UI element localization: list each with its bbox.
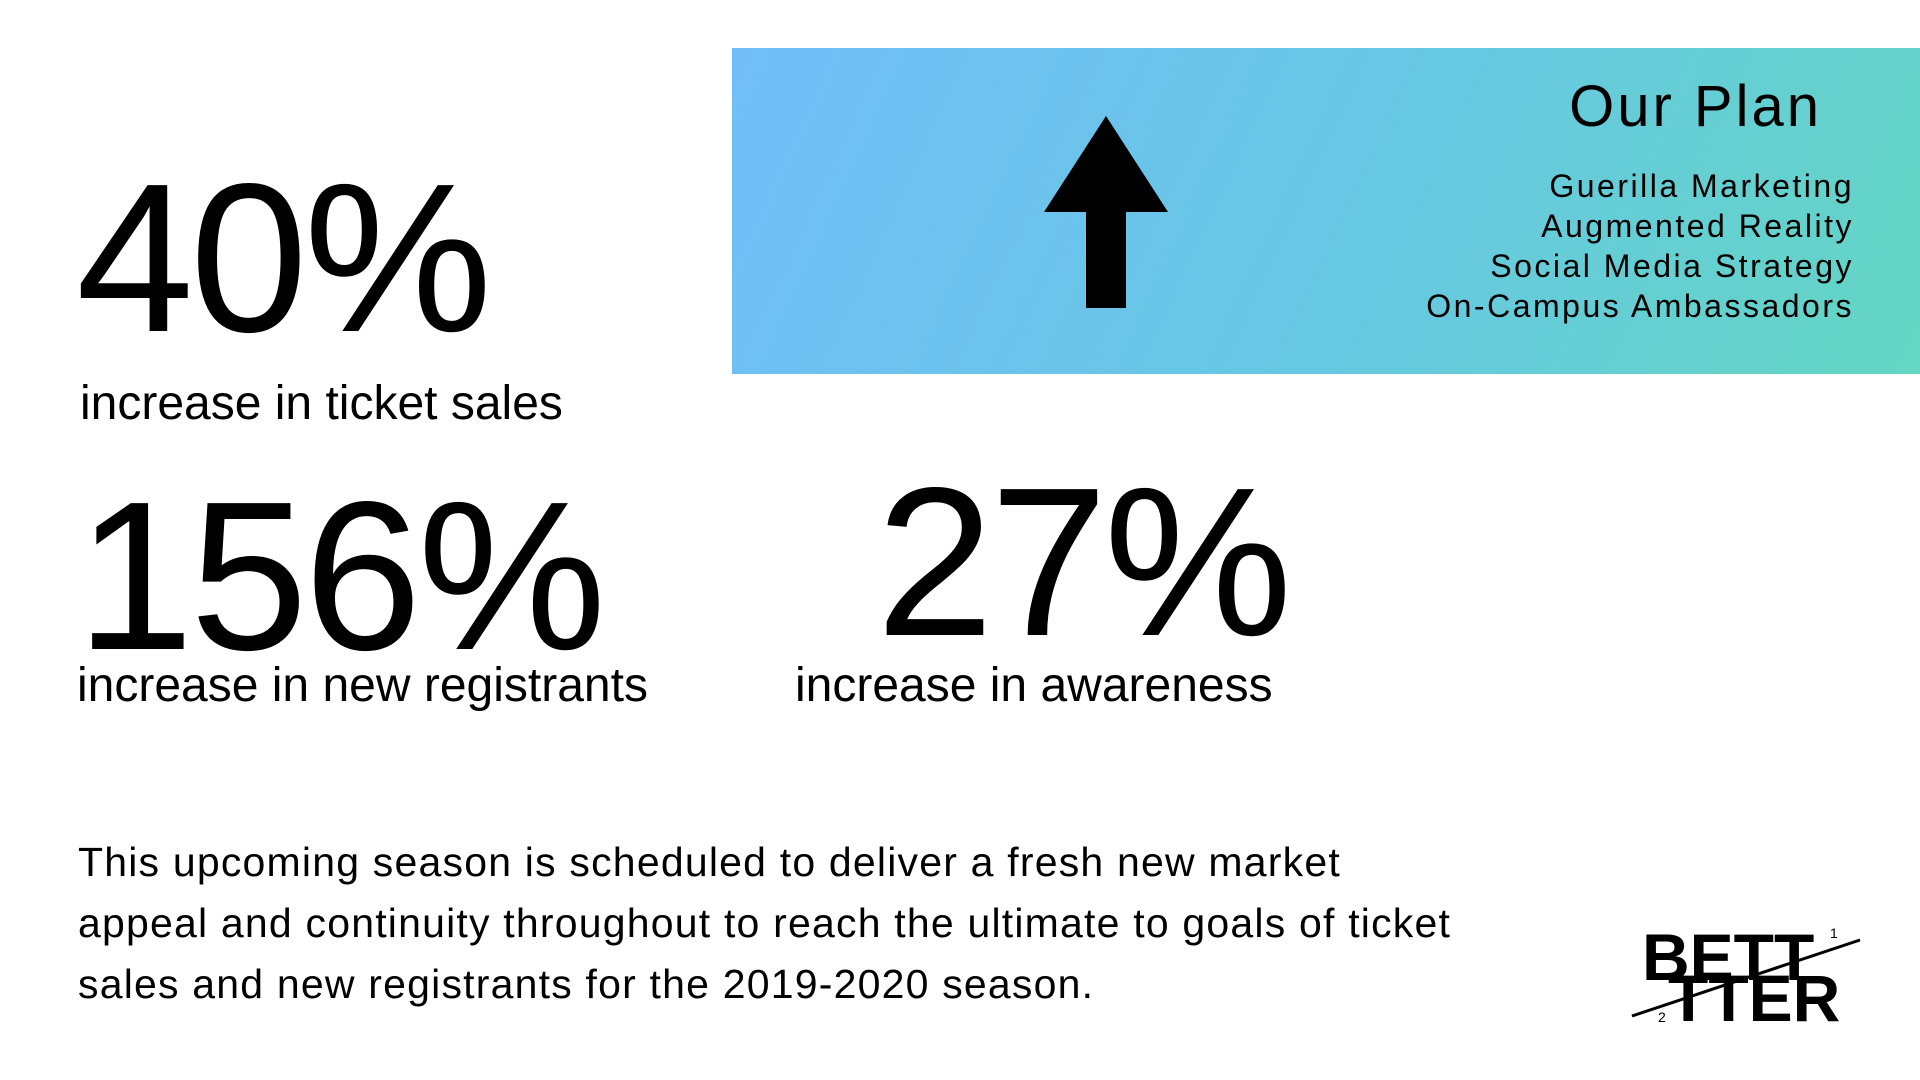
summary-paragraph: This upcoming season is scheduled to del… [78, 839, 1452, 1007]
logo-top-text: BETT [1642, 920, 1814, 994]
better-logo: BETT TTER 1 2 [1631, 920, 1861, 1028]
stat-label-awareness: increase in awareness [795, 659, 1273, 712]
stat-label-new-registrants: increase in new registrants [77, 659, 648, 712]
logo-sub: 2 [1658, 1009, 1666, 1025]
stat-label-ticket-sales: increase in ticket sales [80, 377, 563, 430]
plan-item: Augmented Reality [1541, 208, 1854, 244]
plan-item: On-Campus Ambassadors [1426, 288, 1854, 324]
plan-list: Guerilla Marketing Augmented Reality Soc… [1426, 166, 1854, 326]
logo-sup: 1 [1830, 925, 1838, 941]
up-arrow-icon [1044, 116, 1168, 308]
plan-panel: Our Plan Guerilla Marketing Augmented Re… [732, 48, 1920, 374]
plan-item: Social Media Strategy [1490, 248, 1854, 284]
stat-value-awareness: 27% [876, 443, 1292, 680]
plan-title: Our Plan [1569, 74, 1822, 139]
stat-value-ticket-sales: 40% [76, 139, 492, 376]
plan-item: Guerilla Marketing [1549, 168, 1854, 204]
stat-value-new-registrants: 156% [76, 457, 606, 694]
